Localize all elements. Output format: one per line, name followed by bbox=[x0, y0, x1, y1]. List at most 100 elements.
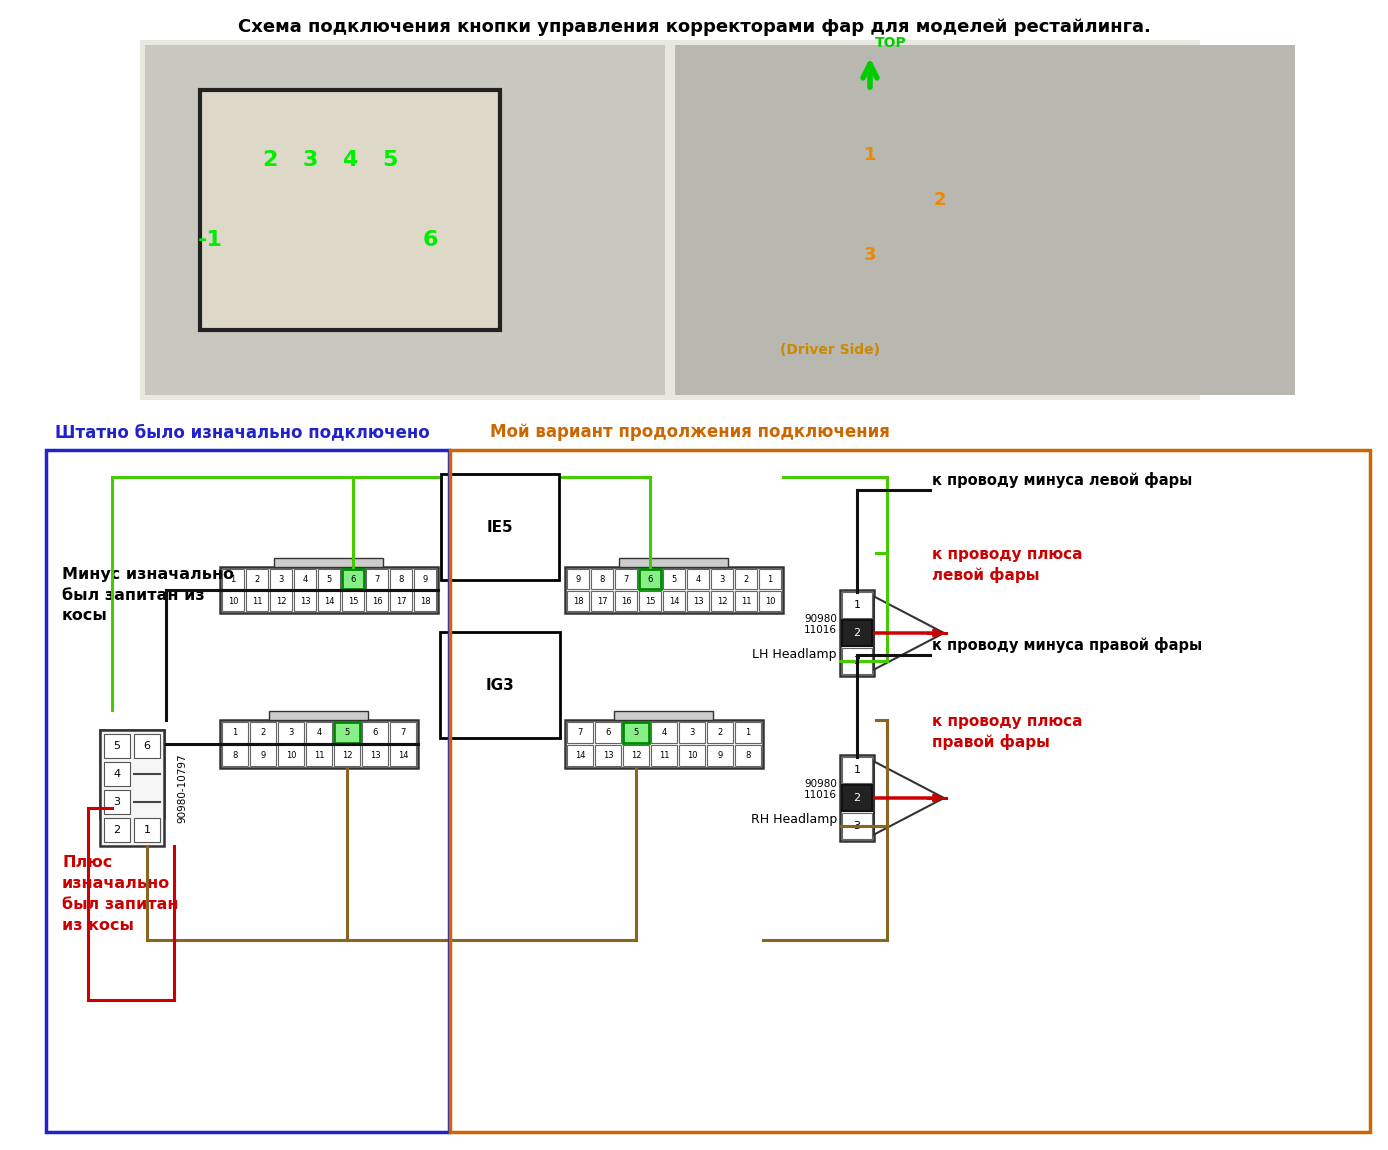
Bar bbox=[390, 745, 416, 766]
Bar bbox=[759, 591, 781, 611]
Bar bbox=[278, 745, 304, 766]
Text: 9: 9 bbox=[718, 751, 723, 760]
Bar bbox=[200, 90, 500, 330]
Bar bbox=[736, 745, 761, 766]
Text: Схема подключения кнопки управления корректорами фар для моделей рестайлинга.: Схема подключения кнопки управления корр… bbox=[237, 18, 1151, 36]
Bar bbox=[362, 745, 389, 766]
Bar bbox=[46, 450, 448, 1132]
Text: 2: 2 bbox=[854, 793, 861, 803]
Text: 16: 16 bbox=[372, 597, 382, 606]
Bar bbox=[275, 558, 383, 567]
Text: 3: 3 bbox=[690, 728, 694, 737]
Text: 12: 12 bbox=[276, 597, 286, 606]
Bar bbox=[271, 569, 291, 589]
Bar bbox=[706, 745, 733, 766]
Text: 15: 15 bbox=[645, 597, 655, 606]
Bar bbox=[294, 569, 316, 589]
Bar bbox=[565, 567, 783, 613]
Bar bbox=[414, 591, 436, 611]
Text: 6: 6 bbox=[143, 741, 150, 751]
Text: 2: 2 bbox=[262, 150, 278, 170]
Text: 14: 14 bbox=[575, 751, 586, 760]
Text: 4: 4 bbox=[661, 728, 666, 737]
Text: 10: 10 bbox=[286, 751, 296, 760]
Text: 2: 2 bbox=[934, 191, 947, 209]
Text: 3: 3 bbox=[279, 575, 283, 583]
Text: 15: 15 bbox=[348, 597, 358, 606]
Bar bbox=[568, 722, 593, 743]
Bar bbox=[843, 592, 872, 618]
Text: 2: 2 bbox=[854, 628, 861, 638]
Bar bbox=[638, 569, 661, 589]
Bar bbox=[135, 818, 160, 842]
Text: 4: 4 bbox=[316, 728, 322, 737]
Text: 6: 6 bbox=[372, 728, 378, 737]
Bar bbox=[222, 722, 248, 743]
Bar bbox=[843, 620, 872, 646]
Bar bbox=[341, 569, 364, 589]
Bar bbox=[711, 591, 733, 611]
Text: 10: 10 bbox=[765, 597, 776, 606]
Bar bbox=[843, 647, 872, 674]
Bar bbox=[305, 722, 332, 743]
Text: 4: 4 bbox=[114, 769, 121, 779]
Text: 1: 1 bbox=[745, 728, 751, 737]
Text: 2: 2 bbox=[261, 728, 265, 737]
Text: 3: 3 bbox=[854, 656, 861, 666]
Bar bbox=[414, 569, 436, 589]
Bar bbox=[663, 569, 686, 589]
Bar bbox=[366, 591, 389, 611]
Text: 12: 12 bbox=[716, 597, 727, 606]
Text: 5: 5 bbox=[672, 575, 676, 583]
Bar bbox=[269, 711, 368, 720]
Text: 8: 8 bbox=[600, 575, 605, 583]
Text: Минус изначально
был запитан из
косы: Минус изначально был запитан из косы bbox=[62, 567, 235, 623]
Text: 14: 14 bbox=[669, 597, 679, 606]
Text: 1: 1 bbox=[768, 575, 773, 583]
Bar bbox=[736, 722, 761, 743]
Text: 5: 5 bbox=[114, 741, 121, 751]
Bar bbox=[104, 818, 130, 842]
Bar bbox=[687, 569, 709, 589]
Text: 1: 1 bbox=[863, 146, 876, 164]
Text: 9: 9 bbox=[576, 575, 580, 583]
Bar bbox=[104, 734, 130, 758]
Text: 6: 6 bbox=[350, 575, 355, 583]
Bar bbox=[366, 569, 389, 589]
Bar bbox=[390, 722, 416, 743]
Bar bbox=[843, 785, 872, 811]
Bar bbox=[675, 45, 1295, 394]
Text: 3: 3 bbox=[854, 821, 861, 831]
Bar bbox=[565, 720, 763, 768]
Text: 14: 14 bbox=[398, 751, 408, 760]
Text: 2: 2 bbox=[114, 825, 121, 835]
Bar bbox=[390, 591, 412, 611]
Text: 3: 3 bbox=[303, 150, 318, 170]
Bar bbox=[362, 722, 389, 743]
Bar bbox=[100, 730, 164, 818]
Bar bbox=[222, 745, 248, 766]
Bar bbox=[840, 756, 874, 841]
Bar bbox=[663, 591, 686, 611]
Bar bbox=[843, 757, 872, 783]
Text: 16: 16 bbox=[620, 597, 632, 606]
Bar bbox=[221, 720, 418, 768]
Text: TOP: TOP bbox=[874, 36, 906, 49]
Text: 7: 7 bbox=[375, 575, 380, 583]
Text: 7: 7 bbox=[577, 728, 583, 737]
Text: к проводу плюса
правой фары: к проводу плюса правой фары bbox=[931, 714, 1083, 750]
Bar bbox=[736, 569, 756, 589]
Bar bbox=[615, 711, 713, 720]
Bar bbox=[679, 745, 705, 766]
Text: 5: 5 bbox=[633, 728, 638, 737]
Bar bbox=[651, 722, 677, 743]
Bar bbox=[278, 722, 304, 743]
Text: 4: 4 bbox=[303, 575, 308, 583]
Bar bbox=[619, 558, 729, 567]
Text: 13: 13 bbox=[693, 597, 704, 606]
Text: 1: 1 bbox=[230, 575, 236, 583]
Bar bbox=[318, 569, 340, 589]
Text: 3: 3 bbox=[863, 246, 876, 264]
Bar bbox=[638, 591, 661, 611]
Text: 13: 13 bbox=[602, 751, 613, 760]
